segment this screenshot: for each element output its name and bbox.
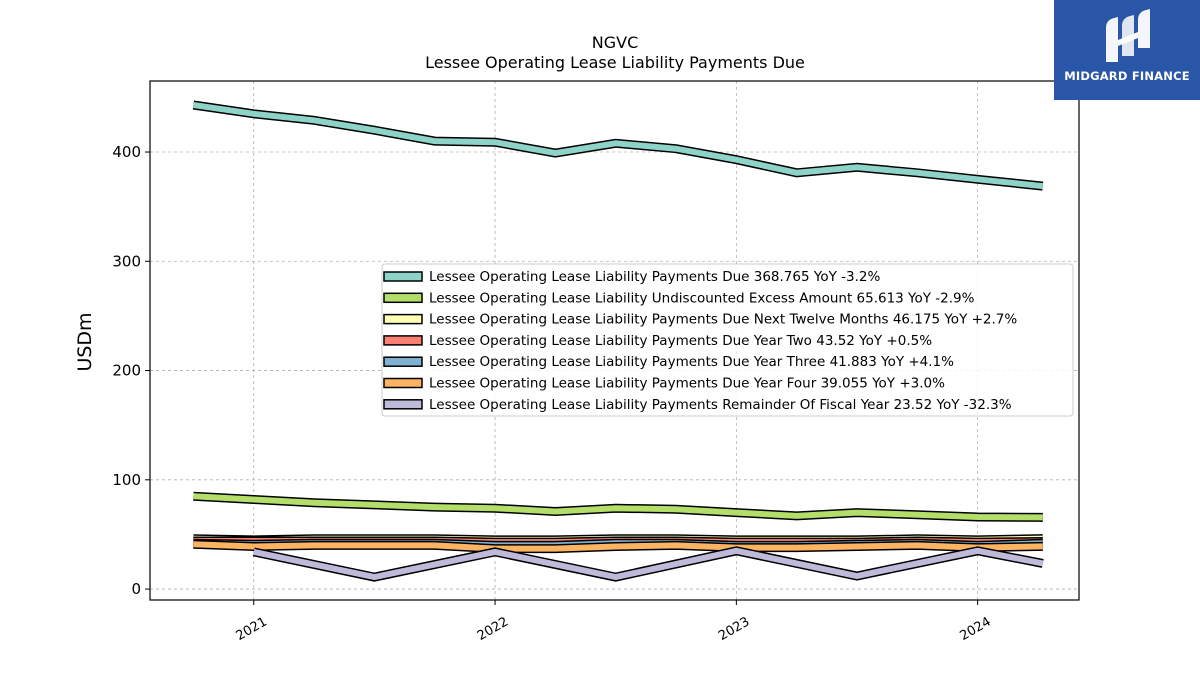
- brand-logo: MIDGARD FINANCE: [1054, 0, 1200, 100]
- x-tick-label: 2022: [475, 614, 511, 644]
- y-tick-label: 300: [112, 252, 141, 270]
- legend-box: [381, 263, 1074, 417]
- legend-label: Lessee Operating Lease Liability Payment…: [429, 333, 932, 349]
- plot-frame: [149, 80, 1080, 601]
- brand-mark-icon: [1106, 9, 1150, 62]
- x-tick-label: 2023: [716, 614, 752, 644]
- legend-item: Lessee Operating Lease Liability Payment…: [383, 397, 1012, 413]
- legend-item: Lessee Operating Lease Liability Payment…: [383, 312, 1017, 328]
- legend-swatch: [383, 377, 423, 389]
- series-2: [193, 491, 1043, 522]
- legend-item: Lessee Operating Lease Liability Payment…: [383, 333, 932, 349]
- legend-item: Lessee Operating Lease Liability Payment…: [383, 376, 945, 392]
- legend-swatch: [383, 356, 423, 367]
- legend-swatch: [383, 313, 423, 325]
- chart-subtitle: Lessee Operating Lease Liability Payment…: [425, 53, 805, 72]
- series-line: [192, 102, 1044, 190]
- y-tick-label: 400: [112, 143, 141, 161]
- series-layer: [192, 100, 1044, 582]
- x-tick-label: 2021: [234, 614, 270, 644]
- legend-swatch: [383, 399, 423, 410]
- legend: Lessee Operating Lease Liability Payment…: [381, 263, 1074, 417]
- legend-swatch: [383, 292, 423, 304]
- brand-name: MIDGARD FINANCE: [1064, 69, 1190, 83]
- legend-item: Lessee Operating Lease Liability Undisco…: [383, 290, 975, 306]
- y-tick-label: 200: [112, 362, 141, 380]
- series-line: [193, 541, 1043, 552]
- series-line: [253, 547, 1044, 581]
- x-axis: 2021 2022 2023 2024: [234, 600, 994, 644]
- series-7: [252, 546, 1044, 582]
- y-axis-label: USDm: [74, 312, 96, 371]
- series-6: [193, 539, 1043, 554]
- series-line: [193, 493, 1043, 521]
- chart-title: NGVC: [592, 33, 638, 52]
- x-tick-label: 2024: [957, 614, 993, 644]
- legend-label: Lessee Operating Lease Liability Payment…: [429, 354, 954, 370]
- legend-label: Lessee Operating Lease Liability Undisco…: [429, 290, 975, 306]
- legend-label: Lessee Operating Lease Liability Payment…: [429, 269, 880, 285]
- legend-swatch: [383, 335, 423, 346]
- series-1: [192, 100, 1044, 191]
- legend-item: Lessee Operating Lease Liability Payment…: [383, 354, 954, 370]
- y-tick-label: 100: [112, 471, 141, 489]
- y-tick-label: 0: [131, 580, 141, 598]
- legend-label: Lessee Operating Lease Liability Payment…: [429, 312, 1017, 328]
- legend-item: Lessee Operating Lease Liability Payment…: [383, 269, 880, 285]
- legend-swatch: [383, 271, 423, 282]
- legend-label: Lessee Operating Lease Liability Payment…: [429, 376, 945, 392]
- legend-label: Lessee Operating Lease Liability Payment…: [429, 397, 1012, 413]
- y-axis: 0 100 200 300 400: [112, 143, 150, 598]
